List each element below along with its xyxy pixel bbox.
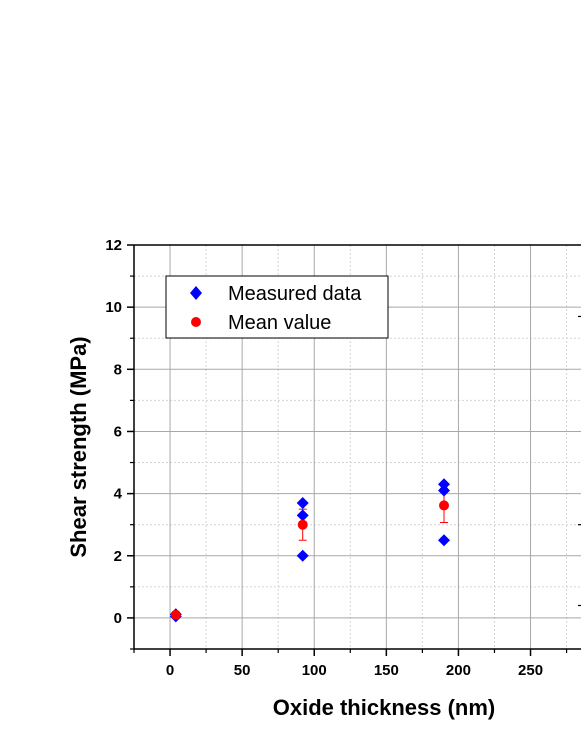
ticks: 0 50 100 150 200 250 0 2 4 6 8 10 12 bbox=[105, 237, 581, 679]
data-points bbox=[169, 478, 451, 623]
legend-box bbox=[165, 275, 389, 339]
mean-value-point bbox=[297, 519, 308, 530]
y-tick-label: 10 bbox=[105, 299, 122, 316]
y-tick-label: 0 bbox=[114, 610, 122, 627]
measured-data-point bbox=[296, 509, 309, 522]
y-tick-label: 12 bbox=[105, 237, 122, 254]
error-bars bbox=[171, 487, 449, 617]
x-tick-label: 200 bbox=[446, 662, 471, 679]
y-tick-label: 8 bbox=[114, 361, 122, 378]
legend-diamond-icon bbox=[190, 286, 202, 300]
measured-data-point bbox=[296, 496, 309, 509]
y-tick-label: 6 bbox=[114, 423, 122, 440]
x-tick-label: 150 bbox=[374, 662, 399, 679]
y-tick-label: 2 bbox=[114, 548, 122, 565]
x-tick-label: 50 bbox=[234, 662, 251, 679]
mean-value-point bbox=[439, 500, 450, 511]
legend-label-mean: Mean value bbox=[228, 312, 331, 334]
legend: Measured data Mean value bbox=[165, 275, 389, 339]
x-tick-label: 250 bbox=[518, 662, 543, 679]
x-tick-label: 0 bbox=[166, 662, 174, 679]
legend-circle-icon bbox=[191, 317, 201, 327]
measured-data-point bbox=[438, 534, 451, 547]
y-tick-label: 4 bbox=[114, 486, 123, 503]
x-axis-title: Oxide thickness (nm) bbox=[273, 695, 496, 720]
measured-data-point bbox=[438, 484, 451, 497]
legend-label-measured: Measured data bbox=[228, 283, 362, 305]
measured-data-point bbox=[296, 549, 309, 562]
measured-data-point bbox=[438, 478, 451, 491]
x-tick-label: 100 bbox=[302, 662, 327, 679]
mean-value-point bbox=[170, 609, 181, 620]
y-axis-title: Shear strength (MPa) bbox=[66, 336, 91, 557]
axes bbox=[133, 244, 581, 650]
